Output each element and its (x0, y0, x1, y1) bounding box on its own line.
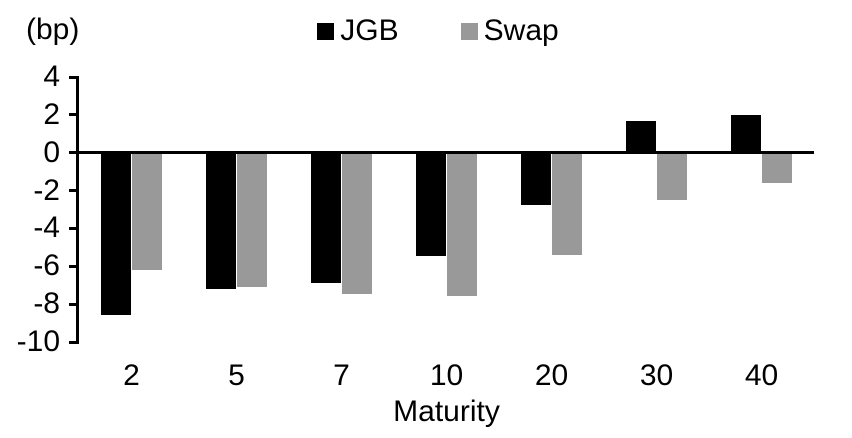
legend-swatch-icon (460, 22, 478, 40)
y-axis-unit-label: (bp) (26, 13, 80, 46)
bar-swap-30 (657, 154, 687, 200)
legend-label: Swap (483, 14, 559, 47)
bar-swap-10 (447, 154, 477, 297)
y-tick-mark (69, 340, 79, 344)
y-axis-line (76, 75, 79, 344)
bar-jgb-10 (416, 154, 446, 257)
x-tick-label: 20 (534, 359, 569, 392)
legend-swatch-icon (317, 22, 335, 40)
y-tick-label: -10 (16, 325, 60, 358)
legend-label: JGB (340, 14, 399, 47)
y-tick-mark (69, 226, 79, 230)
y-tick-mark (69, 264, 79, 268)
y-tick-label: -8 (33, 287, 60, 321)
bar-jgb-2 (101, 154, 131, 316)
y-tick-mark (69, 75, 79, 79)
y-tick-mark (69, 113, 79, 117)
x-tick-label: 40 (744, 359, 779, 392)
x-tick-label: 10 (429, 359, 464, 392)
y-tick-label: 2 (43, 97, 60, 131)
y-tick-label: 4 (43, 60, 60, 93)
bar-jgb-7 (311, 154, 341, 283)
bar-swap-5 (237, 154, 267, 287)
y-tick-mark (69, 151, 79, 155)
bar-swap-40 (762, 154, 792, 183)
y-tick-mark (69, 302, 79, 306)
x-axis-zero-line (76, 151, 814, 155)
x-tick-label: 7 (333, 359, 350, 392)
y-tick-label: -4 (33, 211, 60, 245)
bar-swap-7 (342, 154, 372, 295)
legend-item-swap: Swap (460, 14, 559, 48)
bar-swap-20 (552, 154, 582, 255)
chart-legend: JGB Swap (0, 14, 852, 48)
y-tick-mark (69, 189, 79, 193)
x-axis-title: Maturity (393, 395, 500, 428)
bar-swap-2 (132, 154, 162, 270)
x-tick-label: 2 (123, 359, 140, 392)
bar-jgb-30 (626, 120, 656, 153)
bar-jgb-5 (206, 154, 236, 289)
bar-jgb-20 (521, 154, 551, 206)
bar-jgb-40 (731, 114, 761, 153)
y-tick-label: -6 (33, 249, 60, 283)
legend-item-jgb: JGB (317, 14, 399, 48)
y-tick-label: 0 (43, 135, 60, 169)
x-tick-label: 5 (228, 359, 245, 392)
x-tick-label: 30 (639, 359, 674, 392)
y-tick-label: -2 (33, 173, 60, 207)
